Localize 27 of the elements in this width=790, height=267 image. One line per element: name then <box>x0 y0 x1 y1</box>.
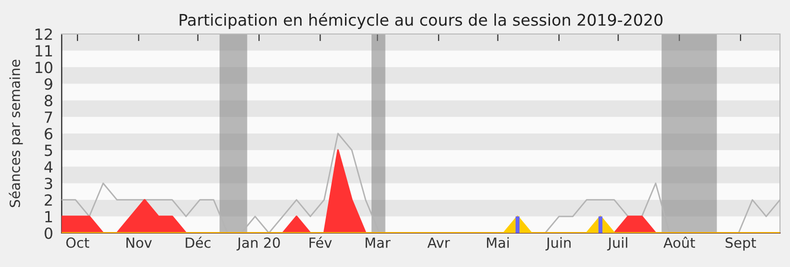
y-tick-label: 6 <box>44 128 52 140</box>
x-tick-label: Avr <box>427 238 450 248</box>
x-tick-label: Jan 20 <box>236 237 280 250</box>
y-tick-label: 10 <box>36 62 52 74</box>
y-tick-label: 1 <box>45 211 52 222</box>
x-tick-label: Mai <box>486 237 509 248</box>
x-tick-label: Juil <box>607 237 628 250</box>
y-tick-label: 2 <box>44 194 52 206</box>
y-tick-label: 7 <box>44 112 52 123</box>
x-tick-label: Fév <box>310 236 332 248</box>
y-axis-title: Séances par semaine <box>8 60 23 208</box>
x-tick-label: Oct <box>66 237 90 248</box>
y-tick-label: 4 <box>44 161 53 172</box>
x-tick-label: Nov <box>126 238 152 248</box>
y-tick-label: 3 <box>44 178 52 190</box>
y-tick-label: 8 <box>44 94 52 106</box>
x-tick-label: Déc <box>186 236 210 248</box>
x-tick-label: Août <box>663 236 696 248</box>
x-tick-label: Mar <box>366 238 391 248</box>
chart-title: Participation en hémicycle au cours de la session 2019-2020 <box>180 12 662 29</box>
y-tick-label: 5 <box>44 144 52 156</box>
y-tick-label: 0 <box>44 227 52 240</box>
y-tick-label: 12 <box>36 28 52 40</box>
y-tick-label: 9 <box>44 78 52 90</box>
y-tick-label: 11 <box>36 45 52 56</box>
x-tick-label: Sept <box>726 237 756 251</box>
x-tick-label: Juin <box>545 237 571 250</box>
